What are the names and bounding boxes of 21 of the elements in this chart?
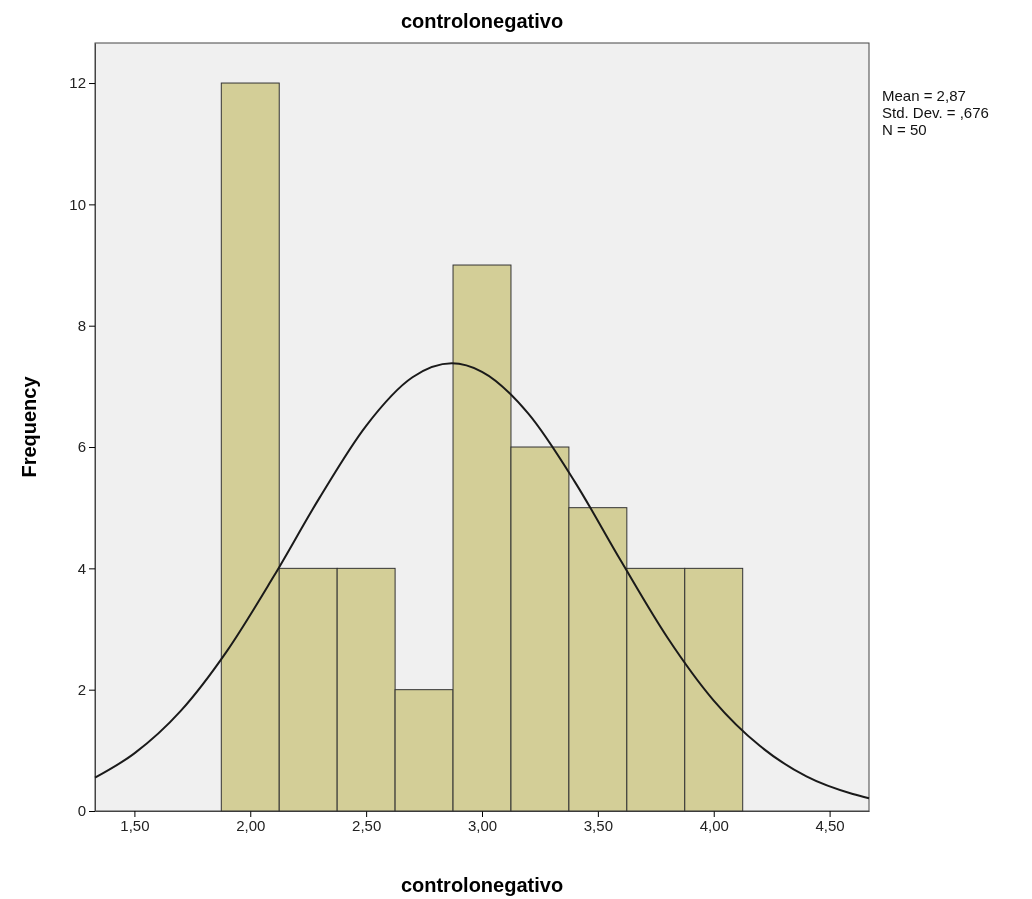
x-tick-label: 2,50 xyxy=(352,816,382,834)
y-tick-label: 6 xyxy=(77,438,86,456)
line-series xyxy=(94,362,870,800)
x-tick-label: 2,00 xyxy=(236,816,266,834)
y-axis-title: Frequency xyxy=(18,375,40,478)
text: Mean = 2,87 xyxy=(882,87,966,104)
x-tick-label: 3,00 xyxy=(467,816,498,834)
text: N = 50 xyxy=(882,121,927,138)
x-tick-label: 1,50 xyxy=(120,816,150,834)
x-tick-label: 4,00 xyxy=(699,816,729,834)
y-tick-label: 0 xyxy=(77,802,86,820)
y-tick-label: 10 xyxy=(69,195,86,213)
y-tick-label: 2 xyxy=(77,680,86,698)
chart-title: controlonegativo xyxy=(400,10,564,32)
x-tick-label: 4,50 xyxy=(815,816,845,834)
y-tick-label: 8 xyxy=(77,316,86,334)
y-tick-label: 4 xyxy=(77,559,86,577)
x-tick-label: 3,50 xyxy=(583,816,613,834)
text: Std. Dev. = ,676 xyxy=(882,104,989,121)
x-axis-title: controlonegativo xyxy=(400,874,564,896)
y-tick-label: 12 xyxy=(69,74,86,92)
